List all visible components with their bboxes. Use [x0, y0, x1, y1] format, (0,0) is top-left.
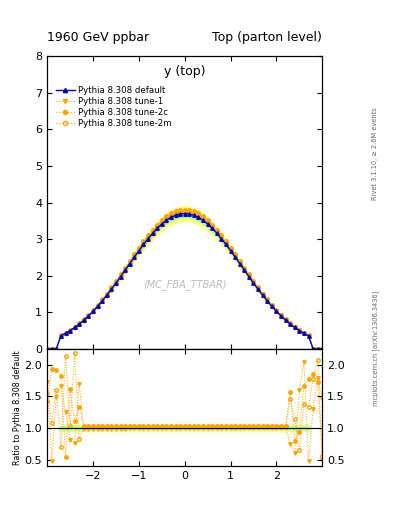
Legend: Pythia 8.308 default, Pythia 8.308 tune-1, Pythia 8.308 tune-2c, Pythia 8.308 tu: Pythia 8.308 default, Pythia 8.308 tune-…	[54, 84, 174, 130]
Text: Rivet 3.1.10, ≥ 2.6M events: Rivet 3.1.10, ≥ 2.6M events	[372, 107, 378, 200]
Text: y (top): y (top)	[164, 65, 206, 78]
Text: Top (parton level): Top (parton level)	[212, 31, 322, 44]
Text: (MC_FBA_TTBAR): (MC_FBA_TTBAR)	[143, 279, 226, 290]
Text: mcplots.cern.ch [arXiv:1306.3436]: mcplots.cern.ch [arXiv:1306.3436]	[372, 290, 379, 406]
Y-axis label: Ratio to Pythia 8.308 default: Ratio to Pythia 8.308 default	[13, 350, 22, 465]
Text: 1960 GeV ppbar: 1960 GeV ppbar	[47, 31, 149, 44]
